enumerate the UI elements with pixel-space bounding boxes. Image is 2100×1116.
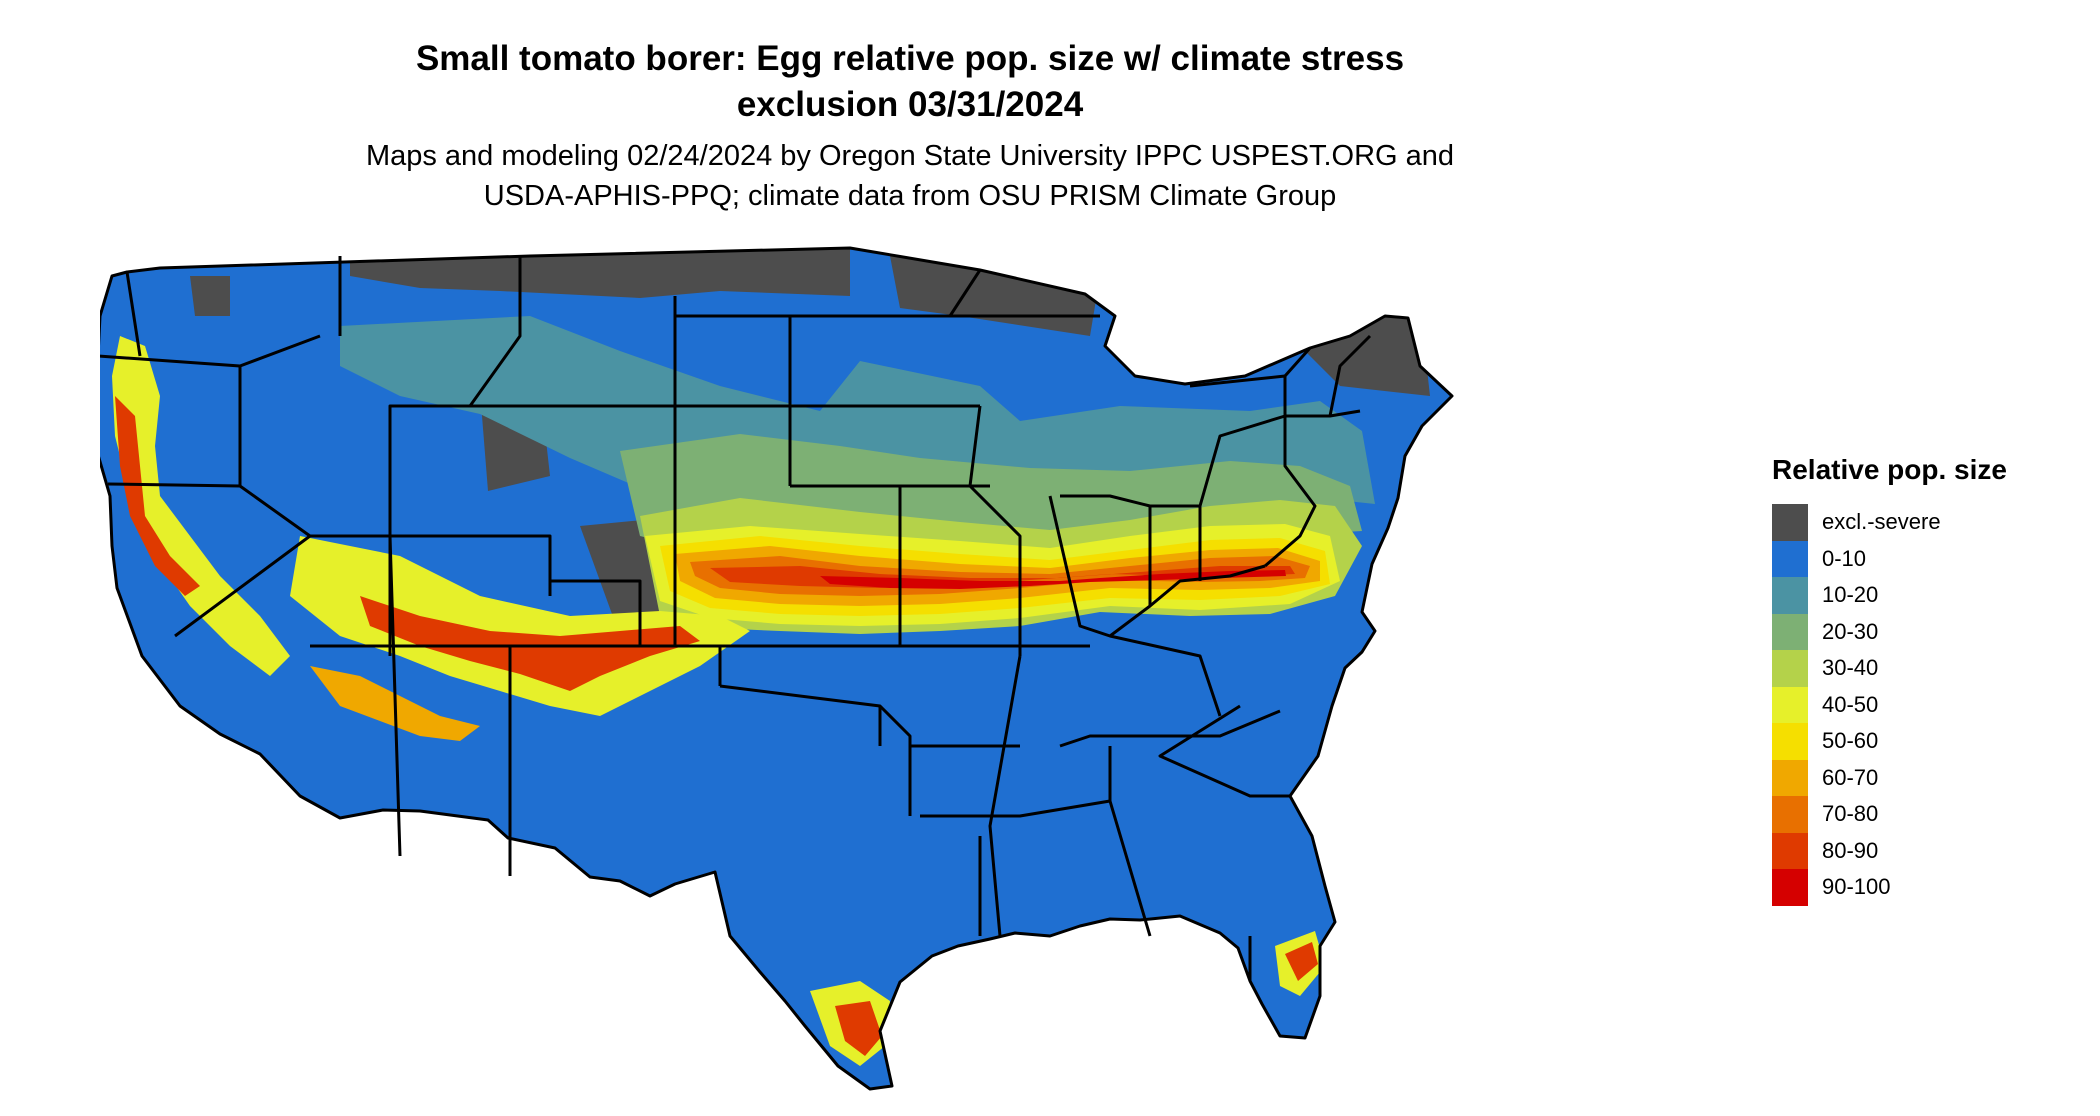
risk-zones: [112, 248, 1430, 1066]
us-map: [100, 246, 1454, 1091]
legend-item: 20-30: [1772, 613, 2007, 650]
legend-swatch: [1772, 686, 1808, 723]
legend-swatch: [1772, 650, 1808, 687]
legend: Relative pop. size excl.-severe 0-10 10-20…: [1772, 454, 2007, 906]
legend-swatch: [1772, 723, 1808, 760]
legend-item: 90-100: [1772, 869, 2007, 906]
legend-swatch: [1772, 540, 1808, 577]
legend-item: 0-10: [1772, 540, 2007, 577]
legend-label: 80-90: [1822, 837, 1879, 863]
legend-label: 0-10: [1822, 545, 1867, 571]
legend-swatch: [1772, 869, 1808, 906]
legend-item: 30-40: [1772, 650, 2007, 687]
zone-sw-yellow: [290, 536, 750, 716]
map-title: Small tomato borer: Egg relative pop. si…: [230, 36, 1590, 128]
zone-texas-red: [835, 1001, 882, 1056]
legend-label: 10-20: [1822, 582, 1879, 608]
map-subtitle: Maps and modeling 02/24/2024 by Oregon S…: [230, 136, 1590, 216]
legend-swatch: [1772, 577, 1808, 614]
state-boundaries: [100, 246, 1454, 1091]
legend-item: 50-60: [1772, 723, 2007, 760]
zone-90-100: [820, 570, 1286, 589]
legend-item: excl.-severe: [1772, 504, 2007, 541]
legend-swatch: [1772, 796, 1808, 833]
legend-label: 20-30: [1822, 618, 1879, 644]
legend-title: Relative pop. size: [1772, 454, 2007, 485]
legend-label: 50-60: [1822, 728, 1879, 754]
legend-swatch: [1772, 504, 1808, 541]
zone-florida-red: [1285, 942, 1318, 981]
map-title-line-1: Small tomato borer: Egg relative pop. si…: [415, 39, 1405, 78]
legend-label: 30-40: [1822, 655, 1879, 681]
legend-swatch: [1772, 759, 1808, 796]
zone-sw-red: [360, 596, 700, 691]
legend-label: 60-70: [1822, 764, 1879, 790]
map-title-line-2: exclusion 03/31/2024: [736, 85, 1084, 124]
legend-swatch: [1772, 832, 1808, 869]
map-subtitle-line-2: USDA-APHIS-PPQ; climate data from OSU PR…: [483, 180, 1337, 212]
legend-item: 40-50: [1772, 686, 2007, 723]
legend-label: 90-100: [1822, 874, 1891, 900]
zone-westcoast-red: [115, 396, 200, 596]
legend-label: 40-50: [1822, 691, 1879, 717]
map-subtitle-line-1: Maps and modeling 02/24/2024 by Oregon S…: [365, 140, 1455, 172]
legend-label: 70-80: [1822, 801, 1879, 827]
legend-swatch: [1772, 613, 1808, 650]
legend-label: excl.-severe: [1822, 509, 1941, 535]
zone-westcoast-yellow: [112, 336, 290, 676]
zone-10-20: [340, 316, 1375, 511]
legend-item: 10-20: [1772, 577, 2007, 614]
legend-item: 80-90: [1772, 832, 2007, 869]
legend-items: excl.-severe 0-10 10-20 20-30 30-40 40-50 50-6…: [1772, 504, 2007, 906]
legend-item: 60-70: [1772, 759, 2007, 796]
legend-item: 70-80: [1772, 796, 2007, 833]
